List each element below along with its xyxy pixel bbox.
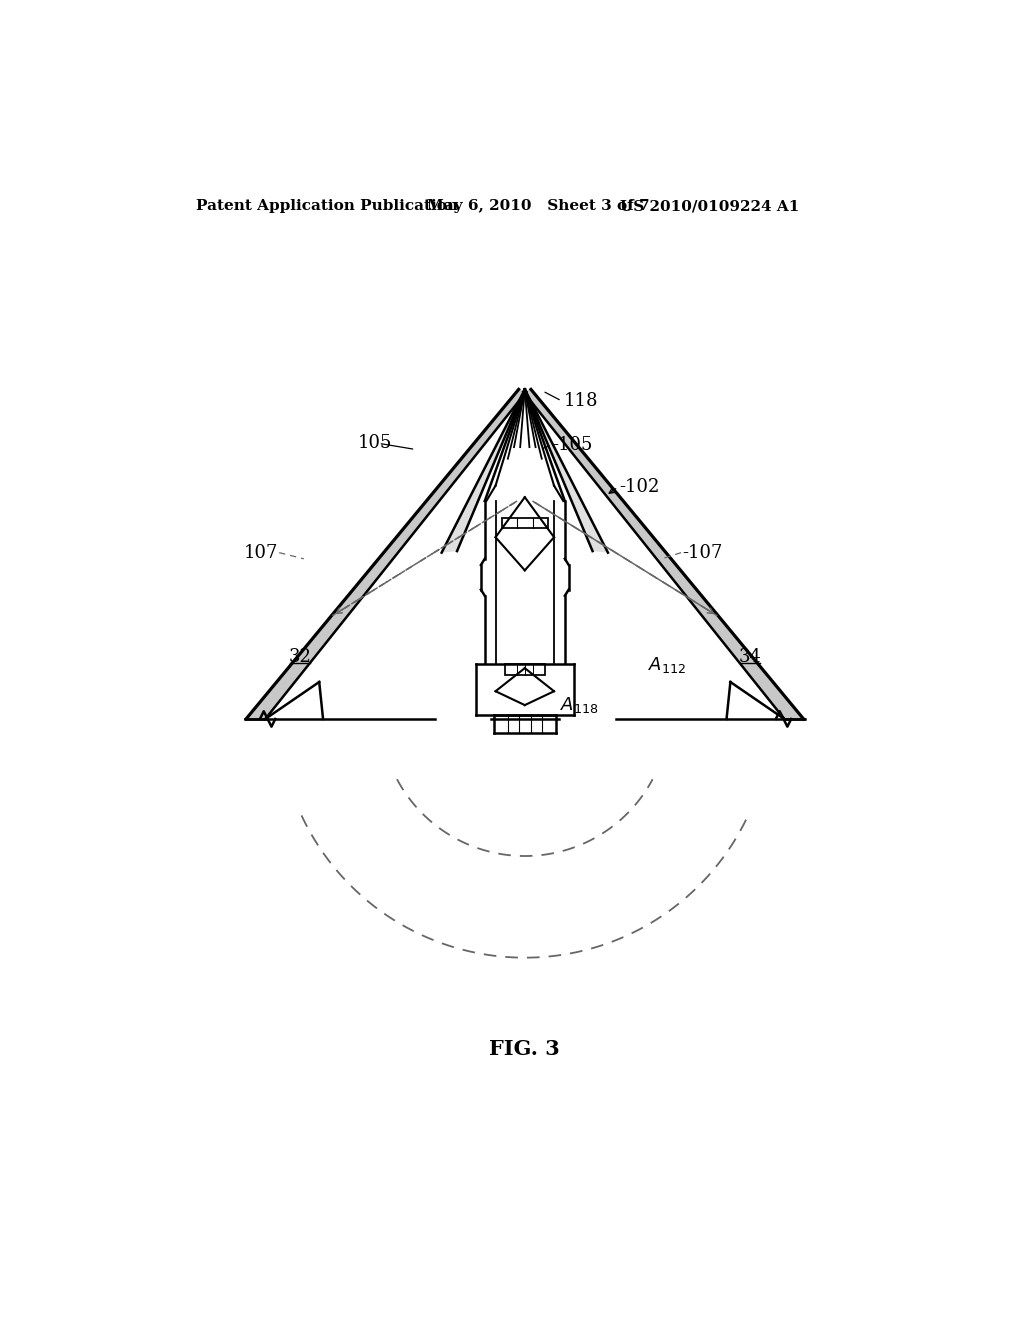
Text: May 6, 2010   Sheet 3 of 7: May 6, 2010 Sheet 3 of 7 <box>427 199 649 213</box>
Text: 107: 107 <box>244 544 279 561</box>
Text: 32: 32 <box>289 648 311 667</box>
Text: -107: -107 <box>682 544 722 561</box>
Bar <box>505 664 545 675</box>
Polygon shape <box>441 389 524 553</box>
Text: US 2010/0109224 A1: US 2010/0109224 A1 <box>620 199 799 213</box>
Polygon shape <box>246 389 526 719</box>
Text: 34: 34 <box>739 648 762 667</box>
Text: Patent Application Publication: Patent Application Publication <box>196 199 458 213</box>
Text: -102: -102 <box>620 478 659 496</box>
Polygon shape <box>524 389 608 553</box>
Polygon shape <box>523 389 804 719</box>
Text: -105: -105 <box>553 436 593 454</box>
Text: FIG. 3: FIG. 3 <box>489 1039 560 1059</box>
Text: 118: 118 <box>563 392 598 411</box>
Bar <box>502 517 548 528</box>
Text: $A_{118}$: $A_{118}$ <box>560 696 599 715</box>
Text: $A_{112}$: $A_{112}$ <box>648 655 686 675</box>
Text: 105: 105 <box>357 434 392 453</box>
